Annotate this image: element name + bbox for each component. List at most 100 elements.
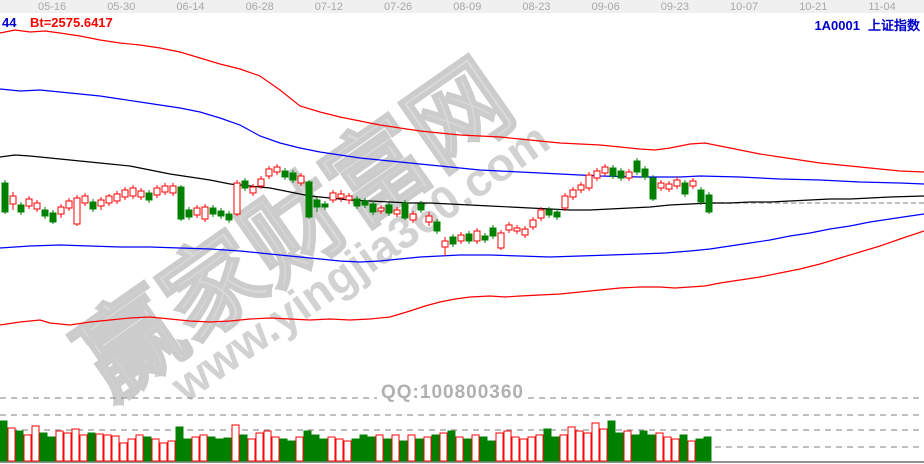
x-axis-label: 09-06 [591,1,620,13]
volume-bar [87,432,96,462]
x-axis-label: 10-07 [730,1,759,13]
volume-bar [63,432,72,462]
symbol-name: 上证指数 [867,18,920,33]
candle-body [129,187,137,197]
candle-body [385,204,393,214]
grid-layer [0,202,924,463]
volume-bar [127,438,136,462]
candle-body [225,213,233,221]
volume-bar [15,430,24,462]
candle-layer [1,158,713,256]
candle-body [297,175,305,184]
band-layer [0,29,924,326]
volume-bar [391,434,400,462]
volume-bar [95,433,104,462]
volume-bar [663,436,672,462]
candle-body [121,189,129,198]
x-axis-label: 05-16 [38,1,67,13]
qq-contact-label: QQ:100800360 [377,382,528,404]
x-axis-bar: 05-16 05-30 06-14 06-28 07-12 07-26 08-09 08-23… [0,0,924,13]
volume-bar [207,436,216,462]
candle-body [345,195,353,201]
volume-bar [543,428,552,462]
candle-body [537,209,545,219]
volume-bar [31,425,40,462]
volume-bar [231,424,240,462]
volume-bar [143,436,152,462]
candle-body [353,198,361,207]
volume-bar [703,436,712,462]
candle-body [529,219,537,228]
volume-bar [119,442,128,462]
candle-body [97,199,105,207]
x-axis-label: 07-26 [384,1,413,13]
volume-bar [279,438,288,462]
volume-bar [487,440,496,462]
volume-bar [455,436,464,462]
volume-bar [527,436,536,462]
volume-bar [71,428,80,462]
x-axis-label: 10-21 [799,1,828,13]
candle-body [633,160,641,173]
candle-body [489,227,497,237]
volume-bar [623,430,632,462]
candle-body [49,212,57,223]
candle-body [521,228,529,236]
candle-body [249,186,257,194]
x-axis-label: 06-14 [176,1,205,13]
volume-bar [311,434,320,462]
candle-body [433,221,441,232]
candle-body [33,202,41,210]
volume-bar [319,438,328,462]
candle-body [585,174,593,189]
volume-bar [503,430,512,462]
volume-bar [79,434,88,462]
volume-bar [607,420,616,462]
candle-body [137,190,145,198]
volume-bar [631,434,640,462]
volume-bar [679,434,688,462]
candle-body [409,213,417,221]
volume-bar [551,436,560,462]
candle-body [329,192,337,201]
volume-bar [335,438,344,462]
volume-bar [695,438,704,462]
volume-bar [599,428,608,462]
volume-bar [511,436,520,462]
volume-bar [159,442,168,462]
candle-body [673,179,681,187]
candle-body [313,199,321,208]
volume-bar [383,438,392,462]
candle-body [217,210,225,217]
candle-body [425,215,433,223]
volume-bar [519,438,528,462]
candle-body [473,230,481,242]
band-lower-blue [0,213,924,263]
candle-body [321,203,329,208]
volume-bar [271,436,280,462]
candle-body [113,193,121,202]
volume-bar [175,426,184,462]
symbol-code: 1A0001 [814,18,860,33]
volume-layer [0,420,712,462]
volume-bar [191,436,200,462]
volume-bar [0,420,8,462]
candle-body [305,181,313,218]
volume-bar [343,440,352,462]
candle-body [145,192,153,201]
candle-body [193,207,201,216]
volume-bar [295,436,304,462]
volume-bar [407,434,416,462]
volume-bar [647,434,656,462]
volume-bar [583,432,592,462]
candle-body [241,180,249,189]
candle-body [617,170,625,179]
volume-bar [559,434,568,462]
volume-bar [111,435,120,462]
candle-body [505,224,513,231]
volume-bar [215,438,224,462]
x-axis-label: 06-28 [245,1,274,13]
candle-body [25,198,33,207]
